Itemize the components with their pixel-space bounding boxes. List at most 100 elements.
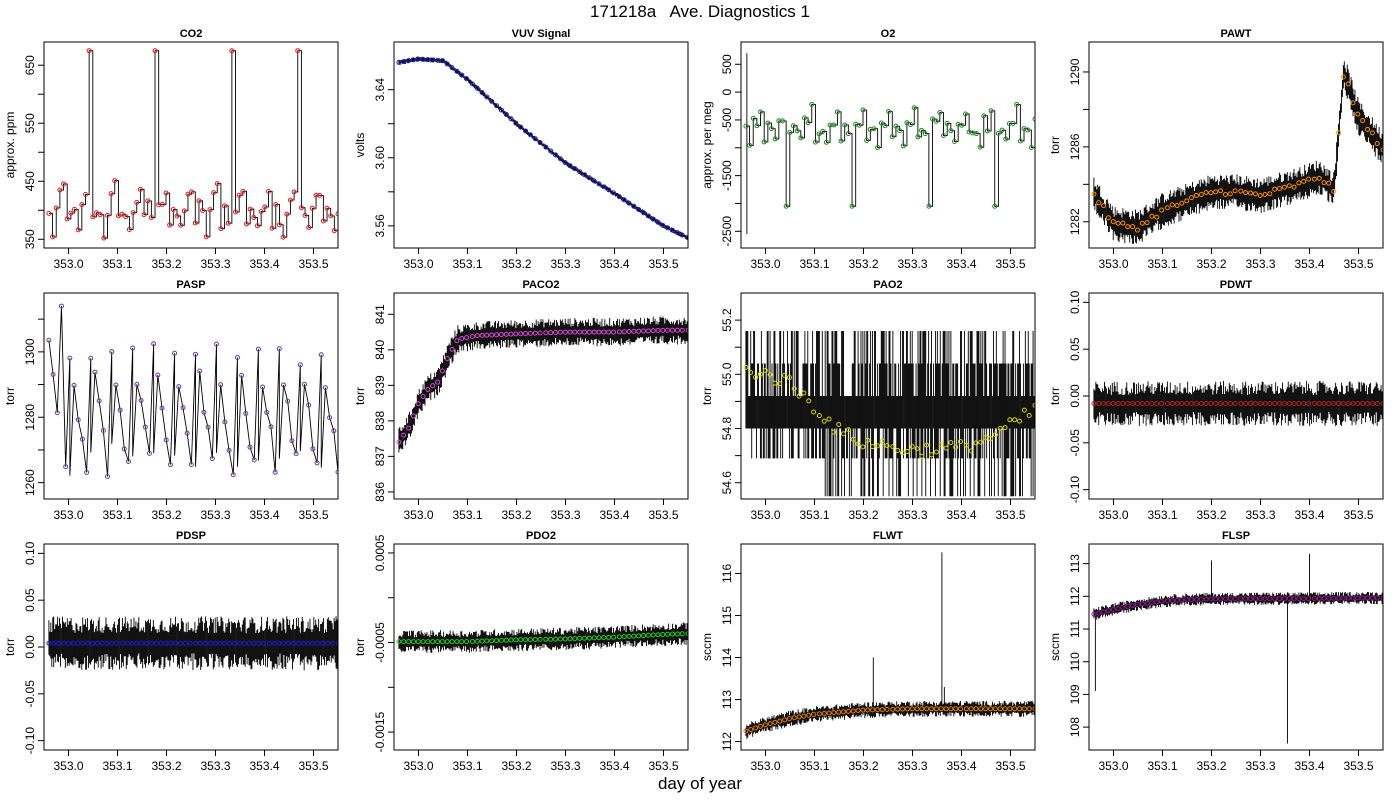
- data-point: [46, 210, 52, 216]
- x-tick-label: 353.0: [53, 257, 83, 271]
- x-tick-label: 353.1: [1147, 759, 1177, 773]
- y-tick-label: 113: [720, 690, 734, 709]
- data-point: [123, 214, 129, 220]
- data-point: [227, 640, 233, 646]
- data-point: [1267, 596, 1273, 602]
- data-point: [430, 57, 436, 63]
- data-point: [791, 715, 797, 721]
- data-point: [1184, 400, 1190, 406]
- data-point: [1144, 400, 1150, 406]
- data-point: [963, 706, 969, 712]
- data-point: [849, 203, 855, 209]
- data-point: [454, 639, 460, 645]
- data-point: [415, 56, 421, 62]
- data-point: [1331, 400, 1337, 406]
- panel-title: PDO2: [526, 530, 556, 542]
- data-point: [324, 640, 330, 646]
- data-point: [1252, 400, 1258, 406]
- y-tick-label: 0: [720, 88, 734, 95]
- series-area: [743, 53, 1035, 235]
- data-point: [636, 633, 642, 639]
- data-point: [335, 211, 338, 217]
- data-point: [909, 444, 915, 450]
- data-point: [1272, 186, 1278, 192]
- x-tick-label: 353.4: [599, 257, 629, 271]
- data-point: [973, 706, 979, 712]
- data-point: [948, 706, 954, 712]
- data-point: [631, 203, 637, 209]
- data-point: [1198, 596, 1204, 602]
- data-point: [396, 59, 402, 65]
- data-point: [152, 48, 158, 54]
- data-point: [420, 639, 426, 645]
- data-point: [879, 707, 885, 713]
- y-tick-label: 500: [720, 54, 734, 74]
- data-point: [890, 444, 896, 450]
- data-point: [1345, 81, 1351, 87]
- data-point: [805, 120, 811, 126]
- data-point: [51, 640, 57, 646]
- y-tick-label: 1300: [23, 338, 37, 365]
- data-point: [748, 369, 754, 375]
- data-point: [909, 706, 915, 712]
- data-point: [685, 327, 688, 333]
- data-point: [1277, 400, 1283, 406]
- x-tick-label: 353.3: [1245, 257, 1275, 271]
- data-point: [97, 212, 103, 218]
- y-tick-label: 838: [373, 411, 387, 431]
- data-point: [1360, 595, 1366, 601]
- data-point: [1164, 598, 1170, 604]
- data-point: [591, 329, 597, 335]
- data-point: [498, 332, 504, 338]
- data-point: [616, 634, 622, 640]
- data-point: [213, 341, 219, 347]
- data-point: [754, 123, 760, 129]
- data-point: [155, 372, 161, 378]
- data-point: [796, 393, 802, 399]
- data-point: [1174, 597, 1180, 603]
- data-point: [798, 135, 804, 141]
- data-point: [1296, 596, 1302, 602]
- data-point: [1105, 608, 1111, 614]
- data-point: [988, 108, 994, 114]
- data-point: [596, 329, 602, 335]
- data-point: [464, 335, 470, 341]
- data-point: [1301, 178, 1307, 184]
- data-point: [295, 640, 301, 646]
- y-tick-label: 54.6: [720, 471, 734, 495]
- data-point: [65, 640, 71, 646]
- data-point: [444, 61, 450, 67]
- data-point: [886, 109, 892, 115]
- data-point: [1189, 400, 1195, 406]
- data-point: [765, 120, 771, 126]
- y-tick-label: -0.10: [23, 727, 37, 755]
- data-point: [80, 640, 86, 646]
- data-point: [420, 393, 426, 399]
- x-tick-label: 353.4: [946, 759, 976, 773]
- data-point: [126, 226, 132, 232]
- data-point: [401, 432, 407, 438]
- data-point: [75, 417, 81, 423]
- data-point: [84, 469, 90, 475]
- data-point: [820, 128, 826, 134]
- data-point: [1091, 400, 1097, 406]
- y-tick-label: 111: [1068, 620, 1082, 639]
- y-axis-label: torr: [3, 638, 17, 656]
- data-point: [291, 189, 297, 195]
- panel-pdwt: PDWT torr 353.0 353.1 353.2 353.3 353.4 353.5 -0…: [1048, 279, 1384, 522]
- data-point: [484, 638, 490, 644]
- data-point: [209, 456, 215, 462]
- data-point: [553, 329, 559, 335]
- data-point: [1232, 596, 1238, 602]
- data-point: [134, 381, 140, 387]
- data-point: [679, 232, 685, 238]
- data-point: [875, 144, 881, 150]
- data-point: [229, 48, 235, 54]
- data-point: [1340, 400, 1346, 406]
- y-tick-label: 0.05: [23, 588, 37, 612]
- x-tick-label: 353.5: [1343, 508, 1373, 522]
- data-point: [464, 76, 470, 82]
- data-point: [469, 334, 475, 340]
- data-point: [826, 710, 832, 716]
- x-tick-label: 353.4: [1294, 257, 1324, 271]
